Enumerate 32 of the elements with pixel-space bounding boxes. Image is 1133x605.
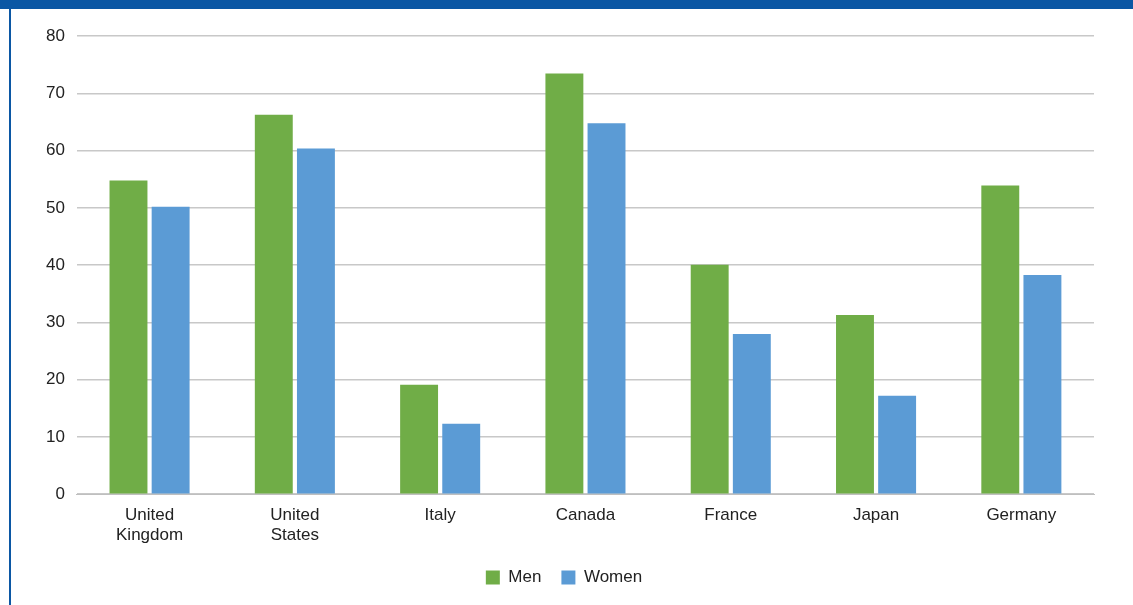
x-tick-label: Canada <box>555 505 616 525</box>
y-tick-label: 20 <box>45 369 65 389</box>
bar <box>442 423 481 494</box>
x-tick-label: United States <box>270 505 320 545</box>
y-tick-label: 40 <box>45 254 65 274</box>
x-tick-label: Germany <box>986 505 1057 525</box>
bar <box>545 73 584 494</box>
bar <box>690 264 729 494</box>
y-tick-label: 30 <box>45 312 65 332</box>
bar <box>836 315 874 494</box>
bar <box>878 395 917 494</box>
bar <box>587 123 626 494</box>
bar <box>732 333 771 494</box>
bar <box>254 114 293 494</box>
x-tick-label: Italy <box>424 505 457 525</box>
y-tick-label: 70 <box>45 83 65 103</box>
x-tick-label: France <box>704 505 758 525</box>
legend-label: Women <box>583 567 643 587</box>
bar <box>151 206 190 494</box>
y-tick-label: 80 <box>45 25 65 45</box>
y-tick-label: 60 <box>45 140 65 160</box>
bar <box>296 148 335 494</box>
y-tick-label: 50 <box>45 197 65 217</box>
legend-label: Men <box>508 567 542 587</box>
bar <box>1023 274 1062 494</box>
bar <box>109 180 148 494</box>
x-tick-label: United Kingdom <box>116 505 184 545</box>
y-tick-label: 0 <box>55 483 65 503</box>
bar <box>400 384 439 494</box>
bar <box>981 185 1020 494</box>
y-tick-label: 10 <box>45 426 65 446</box>
x-tick-label: Japan <box>852 505 900 525</box>
